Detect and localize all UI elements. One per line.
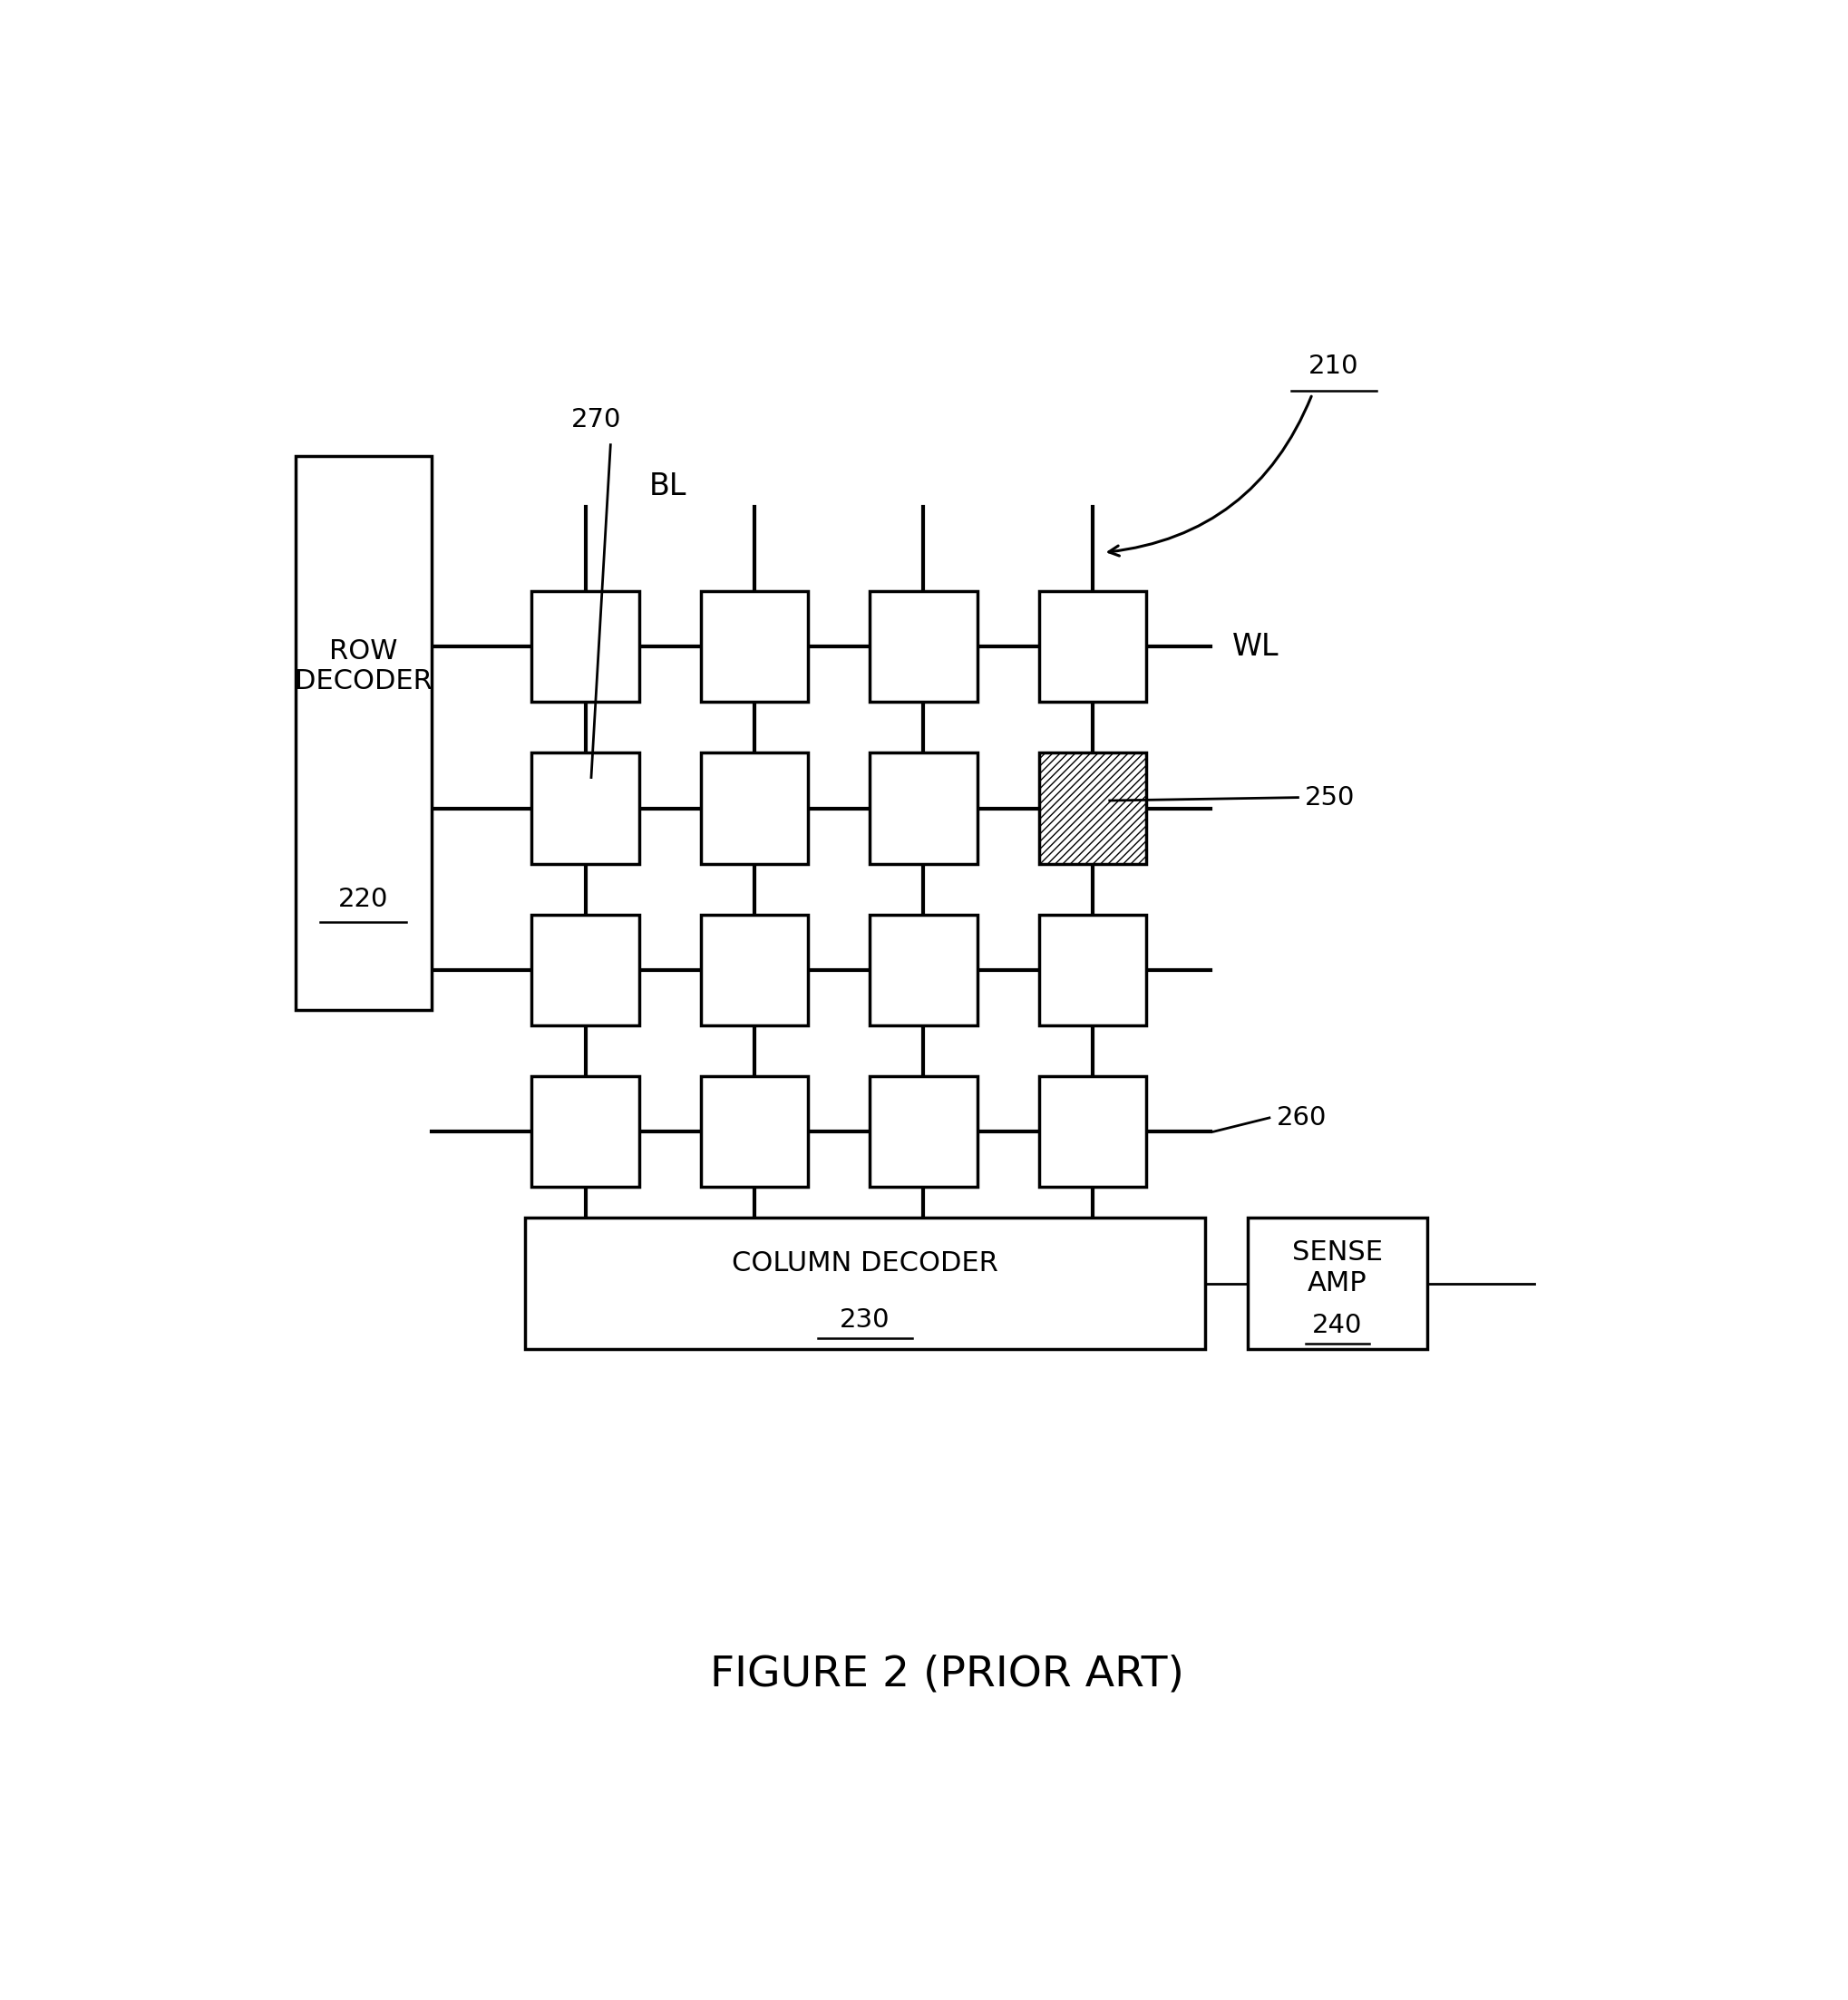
Bar bbox=[870, 914, 978, 1026]
Text: 270: 270 bbox=[571, 408, 621, 432]
Text: SENSE
AMP: SENSE AMP bbox=[1292, 1240, 1382, 1296]
Bar bbox=[1039, 914, 1146, 1026]
Bar bbox=[1247, 1218, 1427, 1348]
Text: 230: 230 bbox=[839, 1308, 891, 1332]
Text: FIGURE 2 (PRIOR ART): FIGURE 2 (PRIOR ART) bbox=[710, 1654, 1185, 1696]
Bar bbox=[532, 914, 639, 1026]
Bar bbox=[700, 914, 808, 1026]
Bar bbox=[870, 592, 978, 702]
Text: 220: 220 bbox=[338, 886, 388, 912]
Text: 210: 210 bbox=[1308, 354, 1358, 378]
Text: ROW
DECODER: ROW DECODER bbox=[294, 638, 432, 694]
Text: 250: 250 bbox=[1305, 784, 1355, 810]
Bar bbox=[525, 1218, 1205, 1348]
Bar bbox=[700, 1076, 808, 1188]
Text: BL: BL bbox=[649, 472, 687, 502]
Bar bbox=[1039, 1076, 1146, 1188]
Bar bbox=[870, 752, 978, 864]
Text: 240: 240 bbox=[1312, 1312, 1362, 1338]
Bar bbox=[700, 752, 808, 864]
Bar bbox=[532, 1076, 639, 1188]
Text: COLUMN DECODER: COLUMN DECODER bbox=[732, 1250, 998, 1276]
Bar bbox=[700, 592, 808, 702]
Bar bbox=[532, 592, 639, 702]
Bar bbox=[1039, 592, 1146, 702]
Text: WL: WL bbox=[1233, 632, 1279, 662]
Bar bbox=[296, 456, 432, 1010]
Text: 260: 260 bbox=[1277, 1106, 1327, 1130]
Bar bbox=[870, 1076, 978, 1188]
Bar bbox=[532, 752, 639, 864]
Bar bbox=[1039, 752, 1146, 864]
